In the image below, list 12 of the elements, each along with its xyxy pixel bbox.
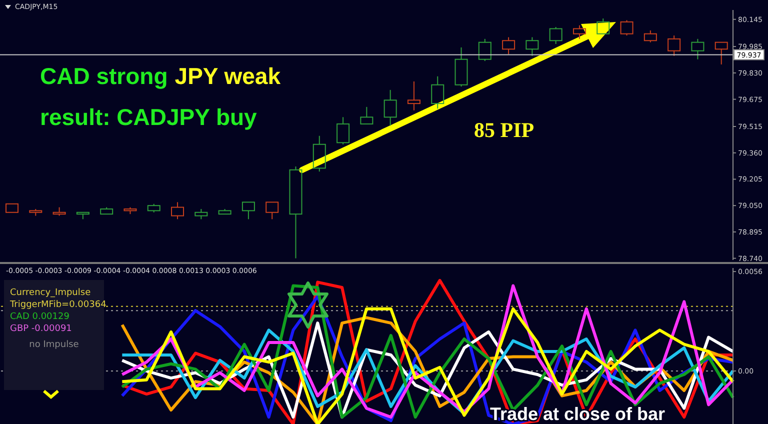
annotation: no Impulse <box>29 340 80 350</box>
candlestick <box>384 89 397 126</box>
annotation: 85 PIP <box>474 118 534 142</box>
annotation: Currency_Impulse <box>10 288 92 298</box>
candlestick <box>407 80 420 111</box>
annotation: GBP -0.00091 <box>10 324 72 334</box>
annotation: CAD strong <box>40 63 168 89</box>
annotation: result: CADJPY buy <box>40 104 258 130</box>
candlestick <box>431 76 444 110</box>
annotation: JPY weak <box>174 63 281 89</box>
annotation: CAD 0.00129 <box>10 312 70 322</box>
annotation: TriggerMFib=0.00364 <box>9 300 107 310</box>
